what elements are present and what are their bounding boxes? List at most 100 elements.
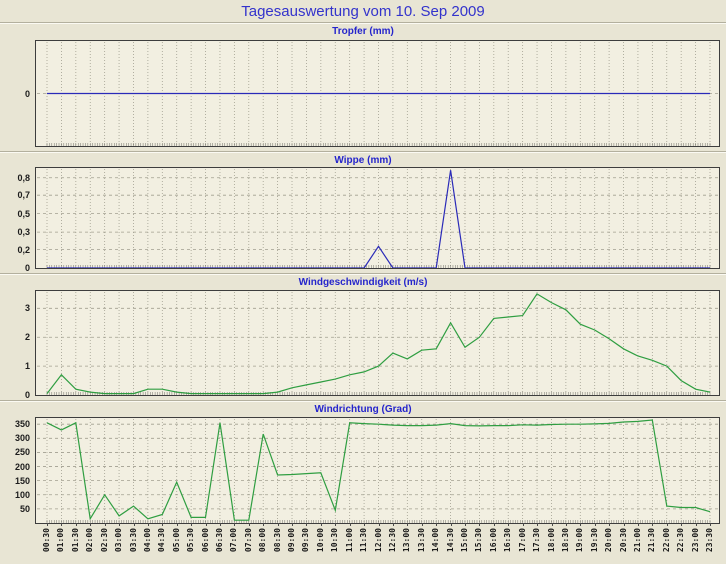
header-divider — [0, 22, 726, 24]
x-axis-label: 06:30 — [215, 528, 224, 553]
x-axis-tick — [609, 523, 611, 526]
x-axis-label: 19:30 — [589, 528, 599, 553]
x-axis-label: 09:00 — [287, 528, 296, 553]
x-axis-tick — [465, 523, 466, 526]
x-axis-label: 06:00 — [200, 528, 210, 553]
y-axis-windrichtung: 50 100 150 200 250 300 350 — [0, 417, 32, 522]
y-axis-tick-label: 150 — [14, 475, 30, 486]
y-axis-tick-label: 0,3 — [17, 227, 30, 238]
x-axis-tick — [162, 523, 164, 526]
x-axis-tick — [623, 523, 625, 526]
x-axis-tick — [637, 523, 639, 526]
x-axis-label: 15:00 — [460, 528, 469, 553]
x-axis-label: 17:30 — [532, 528, 541, 553]
x-axis-tick — [666, 523, 668, 526]
x-axis-label: 07:30 — [243, 528, 253, 553]
x-axis-tick — [364, 523, 366, 526]
y-axis-tick-label: 0 — [24, 263, 30, 273]
x-axis-tick — [421, 523, 423, 526]
x-axis-tick — [652, 523, 654, 526]
x-axis-label: 19:00 — [575, 528, 585, 553]
y-axis-tick-label: 0,8 — [17, 172, 30, 183]
y-axis-tick-label: 2 — [24, 332, 30, 343]
x-axis-tick — [551, 523, 553, 526]
x-axis-label: 05:30 — [186, 528, 196, 553]
y-axis-tropfer: 0 — [0, 40, 32, 145]
x-axis-tick — [104, 523, 106, 526]
x-axis-tick — [320, 523, 322, 526]
y-axis-tick-label: 0,5 — [17, 208, 30, 219]
x-axis-tick — [133, 523, 135, 526]
x-axis-tick — [407, 523, 409, 526]
y-axis-tick-label: 0 — [24, 88, 30, 99]
x-axis-label: 12:30 — [387, 528, 397, 553]
x-axis-tick — [710, 523, 711, 526]
x-axis-tick — [234, 523, 236, 526]
chart-title-wippe: Wippe (mm) — [334, 155, 392, 166]
x-axis-tick — [681, 523, 683, 526]
x-axis-label: 21:00 — [632, 528, 642, 553]
x-axis-tick — [695, 523, 697, 526]
y-axis-tick-label: 0,7 — [17, 190, 30, 201]
x-axis-tick — [292, 523, 293, 526]
x-axis-label: 22:00 — [661, 528, 671, 553]
x-axis-tick — [436, 523, 438, 526]
x-axis-tick — [565, 523, 567, 526]
x-axis-label: 18:30 — [560, 528, 570, 553]
x-axis-label: 05:00 — [171, 528, 181, 553]
x-axis-label: 20:00 — [604, 528, 614, 553]
section-divider — [0, 151, 726, 153]
x-axis-label: 13:30 — [416, 528, 426, 553]
x-axis-tick — [580, 523, 582, 526]
section-divider — [0, 400, 726, 402]
chart-title-windrichtung: Windrichtung (Grad) — [314, 404, 412, 415]
x-axis-label: 17:00 — [517, 528, 527, 553]
x-axis-tick — [450, 523, 452, 526]
chart-canvas — [37, 419, 718, 523]
tropfer-chart — [35, 40, 720, 147]
x-axis-label: 09:30 — [301, 528, 311, 553]
x-axis-label: 16:30 — [503, 528, 513, 553]
x-axis-tick — [594, 523, 596, 526]
x-axis-label: 02:00 — [85, 528, 95, 553]
x-axis-label: 14:30 — [445, 528, 455, 553]
x-axis-label: 03:30 — [128, 528, 138, 553]
chart-canvas — [37, 42, 718, 146]
y-axis-tick-label: 3 — [24, 303, 30, 314]
x-axis-tick — [90, 523, 92, 526]
x-axis-tick — [75, 523, 77, 526]
x-axis-tick — [378, 523, 380, 526]
x-axis-label: 11:00 — [344, 528, 354, 553]
x-axis-label: 03:00 — [114, 528, 124, 553]
x-axis-tick — [176, 523, 178, 526]
section-divider — [0, 273, 726, 275]
chart-canvas — [37, 169, 718, 268]
y-axis-tick-label: 100 — [14, 489, 30, 500]
x-axis-tick — [493, 523, 495, 526]
x-axis-label: 18:00 — [546, 528, 556, 553]
wippe-chart — [35, 167, 720, 269]
x-axis-tick — [119, 523, 121, 526]
x-axis-label: 01:30 — [70, 528, 80, 553]
y-axis-tick-label: 350 — [14, 419, 30, 430]
windrichtung-chart — [35, 417, 720, 524]
x-axis-time-labels: 00:30 01:00 01:30 02:00 02:30 03:00 03:30 04:00… — [36, 523, 719, 563]
x-axis-tick — [220, 523, 221, 526]
y-axis-tick-label: 200 — [14, 461, 30, 472]
x-axis-tick — [147, 523, 149, 526]
x-axis-tick — [47, 523, 48, 526]
x-axis-label: 11:30 — [359, 528, 369, 553]
x-axis-label: 16:00 — [488, 528, 498, 553]
x-axis-label: 20:30 — [618, 528, 628, 553]
chart-title-windgeschwindigkeit: Windgeschwindigkeit (m/s) — [298, 277, 428, 288]
x-axis-label: 22:30 — [676, 528, 686, 553]
x-axis-tick — [191, 523, 193, 526]
chart-title-tropfer: Tropfer (mm) — [332, 26, 394, 37]
x-axis-tick — [306, 523, 308, 526]
x-axis-tick — [479, 523, 481, 526]
x-axis-tick — [335, 523, 337, 526]
x-axis-tick — [263, 523, 265, 526]
x-axis-tick — [392, 523, 394, 526]
y-axis-tick-label: 250 — [14, 447, 30, 458]
x-axis-label: 23:00 — [690, 528, 700, 553]
